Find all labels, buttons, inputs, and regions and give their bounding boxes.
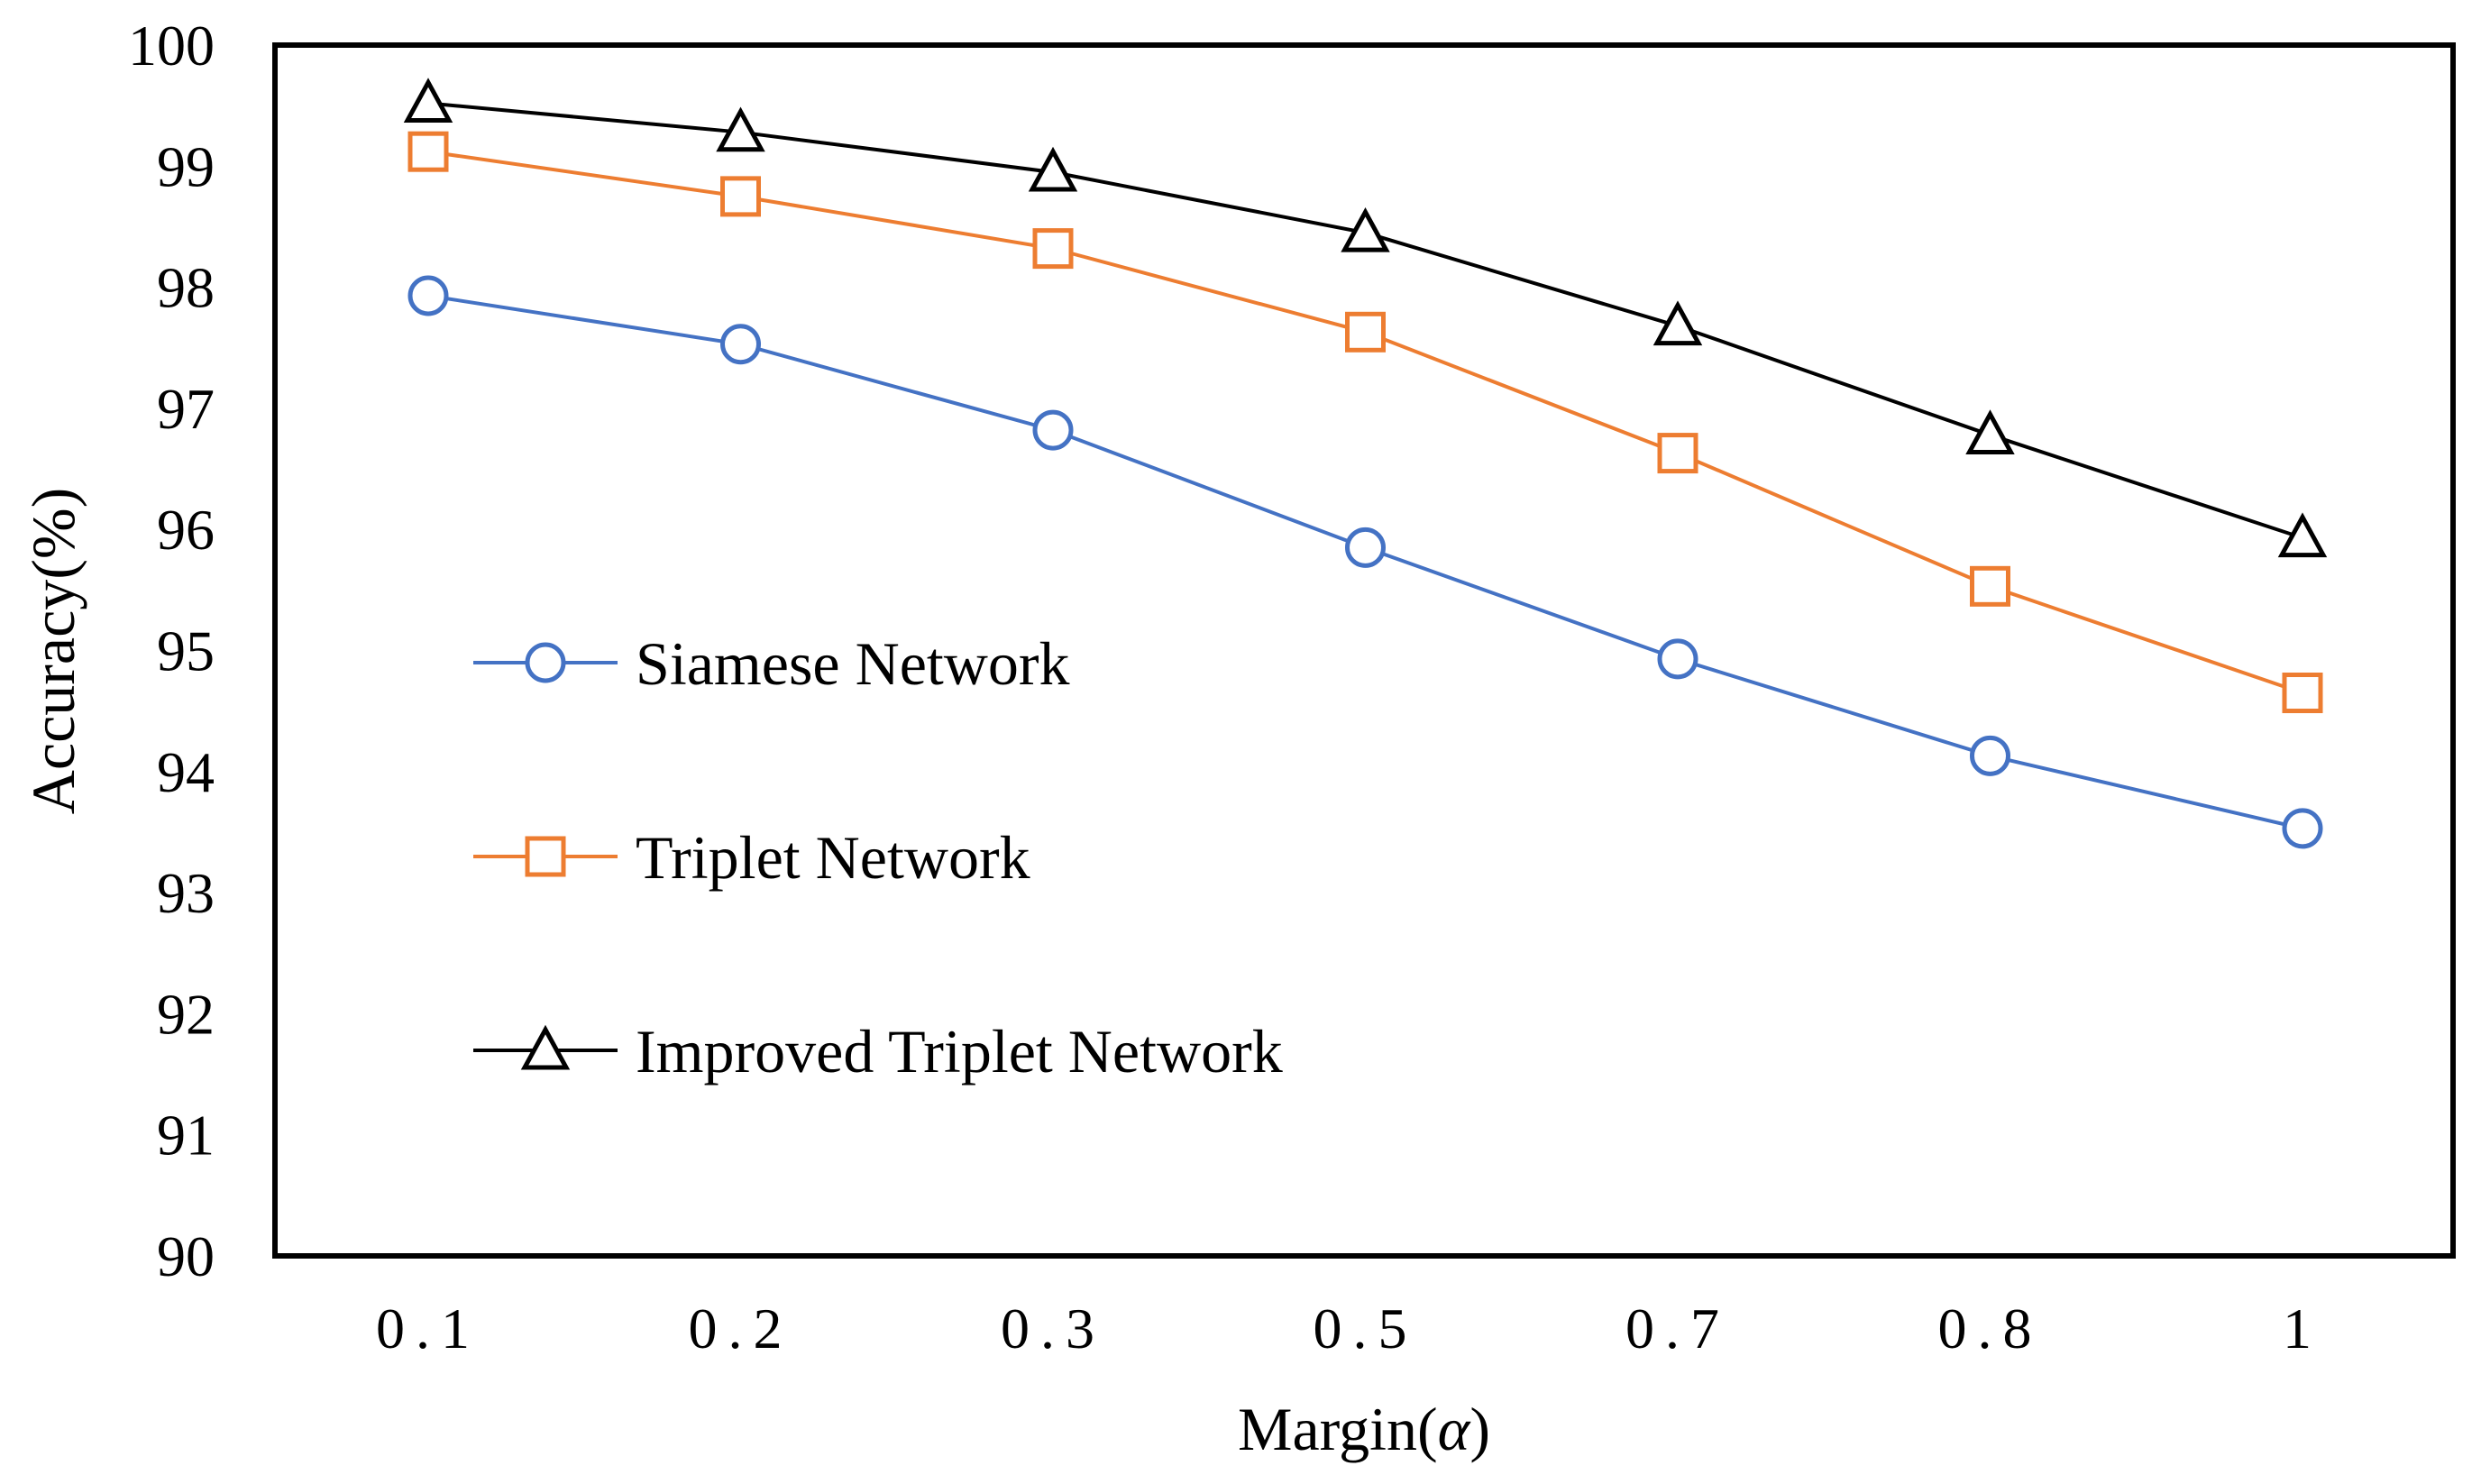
data-point-square <box>1970 565 2010 607</box>
data-point-square <box>1657 433 1698 474</box>
legend: Siamese Network Triplet Network Improved T… <box>473 629 1283 1086</box>
data-point-triangle <box>1341 206 1390 252</box>
y-tick-label: 98 <box>157 256 215 320</box>
legend-marker-triangle <box>520 1024 571 1070</box>
y-tick-label: 91 <box>157 1104 215 1168</box>
data-point-triangle <box>1028 146 1078 192</box>
data-point-triangle <box>1965 409 2015 454</box>
series-triangle <box>403 78 2328 558</box>
series-square <box>407 131 2323 714</box>
x-tick-label: 0.3 <box>1001 1296 1105 1360</box>
y-axis-title: Accuracy(%) <box>19 488 87 814</box>
x-axis-title-suffix: ) <box>1469 1395 1490 1463</box>
data-point-circle <box>407 275 449 316</box>
data-point-circle <box>720 324 761 365</box>
y-tick-label: 100 <box>128 14 215 78</box>
data-point-square <box>407 131 449 172</box>
legend-label: Triplet Network <box>636 823 1030 892</box>
data-point-circle <box>1345 527 1386 568</box>
data-point-circle <box>1032 409 1074 451</box>
data-point-triangle <box>716 106 765 152</box>
y-tick-label: 92 <box>157 982 215 1046</box>
x-tick-label: 0.7 <box>1625 1296 1730 1360</box>
data-point-triangle <box>1652 300 1703 346</box>
y-tick-label: 97 <box>157 377 215 441</box>
legend-label: Siamese Network <box>636 629 1070 698</box>
plot-area-border <box>272 42 2456 1259</box>
x-axis-title-prefix: Margin( <box>1238 1395 1438 1463</box>
data-point-square <box>720 176 761 217</box>
x-axis-title-symbol: α <box>1438 1395 1471 1463</box>
series-circle <box>407 275 2323 849</box>
legend-label: Improved Triplet Network <box>636 1017 1283 1086</box>
data-point-square <box>2282 673 2323 714</box>
legend-item: Siamese Network <box>473 629 1070 698</box>
x-axis-ticks: 0.1 0.2 0.3 0.5 0.7 0.8 1 <box>376 1296 2322 1360</box>
legend-item: Improved Triplet Network <box>473 1017 1283 1086</box>
legend-item: Triplet Network <box>473 823 1030 892</box>
y-tick-label: 90 <box>157 1224 215 1288</box>
data-point-circle <box>1657 638 1698 680</box>
x-tick-label: 0.1 <box>376 1296 481 1360</box>
y-axis-ticks: 90 91 92 93 94 95 96 97 98 99 100 <box>128 14 215 1288</box>
y-tick-label: 94 <box>157 740 215 804</box>
x-tick-label: 0.8 <box>1938 1296 2043 1360</box>
x-axis-title: Margin(α) <box>1238 1395 1490 1463</box>
data-point-circle <box>1970 735 2010 776</box>
legend-marker-circle <box>525 642 566 683</box>
data-point-circle <box>2282 808 2323 849</box>
x-tick-label: 0.5 <box>1314 1296 1418 1360</box>
y-tick-label: 93 <box>157 861 215 925</box>
x-tick-label: 0.2 <box>689 1296 793 1360</box>
series-layer <box>403 78 2328 849</box>
y-tick-label: 96 <box>157 498 215 562</box>
y-tick-label: 99 <box>157 134 215 198</box>
data-point-square <box>1032 228 1074 270</box>
data-point-triangle <box>2277 512 2328 558</box>
y-tick-label: 95 <box>157 619 215 683</box>
data-point-triangle <box>403 78 453 123</box>
legend-marker-square <box>525 836 566 877</box>
data-point-square <box>1345 311 1386 353</box>
x-tick-label: 1 <box>2283 1296 2322 1360</box>
